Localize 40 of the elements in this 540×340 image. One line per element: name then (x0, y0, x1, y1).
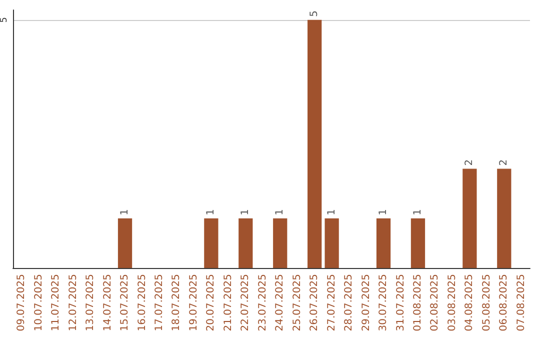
x-tick-label: 26.07.2025 (309, 274, 320, 332)
data-label: 1 (412, 209, 424, 216)
x-tick-label: 19.07.2025 (188, 274, 200, 332)
data-label: 5 (309, 10, 320, 17)
x-tick-label: 27.07.2025 (326, 274, 338, 332)
data-label: 1 (240, 209, 252, 216)
x-tick-label: 11.07.2025 (50, 274, 62, 332)
x-tick-label: 10.07.2025 (33, 274, 44, 332)
x-tick-label: 28.07.2025 (344, 274, 355, 332)
data-label: 1 (326, 209, 338, 216)
x-tick-label: 30.07.2025 (378, 274, 390, 332)
x-tick-label: 15.07.2025 (120, 274, 131, 332)
x-tick-label: 01.08.2025 (412, 274, 424, 332)
data-label: 2 (498, 159, 510, 166)
x-tick-label: 12.07.2025 (68, 274, 79, 332)
x-tick-label: 13.07.2025 (85, 274, 96, 332)
x-tick-label: 03.08.2025 (446, 274, 458, 332)
x-tick-label: 24.07.2025 (274, 274, 286, 332)
data-label: 2 (464, 159, 476, 166)
data-label: 1 (274, 209, 286, 216)
x-tick-label: 16.07.2025 (136, 274, 148, 332)
x-tick-label: 02.08.2025 (430, 274, 441, 332)
x-tick-label: 07.08.2025 (516, 274, 527, 332)
x-tick-label: 05.08.2025 (481, 274, 492, 332)
x-tick-label: 21.07.2025 (222, 274, 234, 332)
data-label: 1 (206, 209, 217, 216)
x-tick-label: 29.07.2025 (360, 274, 372, 332)
x-tick-label: 22.07.2025 (240, 274, 252, 332)
x-tick-label: 18.07.2025 (171, 274, 182, 332)
x-tick-label: 09.07.2025 (16, 274, 28, 332)
data-label: 1 (120, 209, 131, 216)
x-tick-label: 31.07.2025 (395, 274, 406, 332)
x-tick-label: 04.08.2025 (464, 274, 476, 332)
x-tick-label: 14.07.2025 (102, 274, 114, 332)
x-tick-label: 23.07.2025 (257, 274, 268, 332)
x-tick-label: 25.07.2025 (292, 274, 303, 332)
x-tick-label: 17.07.2025 (154, 274, 165, 332)
data-label: 1 (378, 209, 390, 216)
x-tick-label: 06.08.2025 (498, 274, 510, 332)
x-tick-label: 20.07.2025 (206, 274, 217, 332)
